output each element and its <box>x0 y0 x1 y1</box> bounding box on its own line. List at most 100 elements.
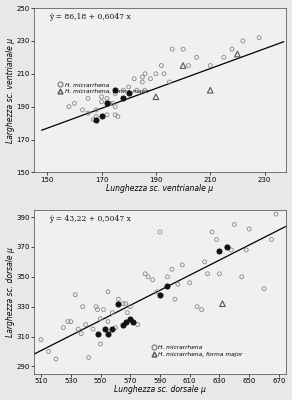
Point <box>205 271 210 277</box>
Point <box>229 247 234 253</box>
Point <box>187 280 192 286</box>
Point <box>99 98 104 105</box>
Point <box>175 281 180 288</box>
Point <box>140 74 145 80</box>
Point <box>113 112 117 118</box>
Point <box>124 300 128 307</box>
Point <box>140 79 145 85</box>
Point <box>158 292 162 298</box>
Point <box>154 70 158 77</box>
Point <box>202 259 207 265</box>
Point <box>39 336 44 343</box>
Y-axis label: Larghezza sc. dorsale μ: Larghezza sc. dorsale μ <box>6 247 15 337</box>
Point <box>113 324 118 331</box>
Point <box>131 318 135 325</box>
Point <box>53 356 58 362</box>
Point <box>173 296 177 302</box>
Point <box>116 113 120 120</box>
Point <box>106 318 110 325</box>
Point <box>150 276 155 283</box>
Y-axis label: Larghezza sc. ventrianale μ: Larghezza sc. ventrianale μ <box>6 38 15 143</box>
Point <box>128 316 133 322</box>
Point <box>165 274 170 280</box>
X-axis label: Lunghezza sc. ventrianale μ: Lunghezza sc. ventrianale μ <box>106 184 213 193</box>
Point <box>121 95 126 102</box>
X-axis label: Lunghezza sc. dorsale μ: Lunghezza sc. dorsale μ <box>114 386 206 394</box>
Point <box>76 326 81 332</box>
Point <box>79 330 84 337</box>
Point <box>94 113 98 120</box>
Point <box>217 271 222 277</box>
Point <box>143 70 147 77</box>
Point <box>67 104 71 110</box>
Point <box>128 304 133 310</box>
Point <box>194 54 199 60</box>
Point <box>98 341 103 347</box>
Point <box>232 221 237 228</box>
Point <box>165 282 170 289</box>
Point <box>241 38 245 44</box>
Point <box>257 34 262 41</box>
Point <box>83 321 88 328</box>
Point <box>94 107 98 113</box>
Point <box>105 95 109 102</box>
Point <box>72 100 77 106</box>
Point <box>116 296 121 302</box>
Point <box>217 248 222 255</box>
Point <box>146 274 150 280</box>
Point <box>110 310 115 316</box>
Point <box>225 244 229 250</box>
Point <box>121 87 126 94</box>
Point <box>86 354 91 361</box>
Legend: H. micrarrhena, H. micrarrhena, forma major: H. micrarrhena, H. micrarrhena, forma ma… <box>57 81 150 96</box>
Point <box>222 54 226 60</box>
Point <box>170 266 174 272</box>
Point <box>99 113 104 120</box>
Point <box>170 46 175 52</box>
Point <box>158 229 162 235</box>
Point <box>132 76 136 82</box>
Point <box>230 46 234 52</box>
Point <box>269 236 274 243</box>
Point <box>181 62 185 69</box>
Point <box>124 318 128 325</box>
Point <box>91 326 95 332</box>
Point <box>94 304 98 310</box>
Point <box>195 304 199 310</box>
Point <box>126 90 131 97</box>
Point <box>155 288 159 295</box>
Point <box>247 226 251 232</box>
Point <box>80 107 85 113</box>
Point <box>225 244 229 250</box>
Point <box>220 300 225 307</box>
Point <box>121 95 126 102</box>
Point <box>110 100 115 106</box>
Point <box>126 84 131 90</box>
Legend: H. micrarrhena, H. micrarrhena, forma major: H. micrarrhena, H. micrarrhena, forma ma… <box>150 344 244 358</box>
Point <box>105 100 109 106</box>
Point <box>148 76 153 82</box>
Point <box>86 110 90 116</box>
Point <box>210 229 214 235</box>
Point <box>143 87 147 94</box>
Point <box>65 318 70 325</box>
Point <box>102 326 107 332</box>
Point <box>113 104 117 110</box>
Point <box>262 286 266 292</box>
Point <box>107 100 112 106</box>
Point <box>181 46 185 52</box>
Point <box>274 211 278 217</box>
Point <box>95 306 100 313</box>
Point <box>110 326 115 332</box>
Point <box>208 87 213 94</box>
Point <box>98 316 103 322</box>
Point <box>180 262 185 268</box>
Point <box>95 330 100 337</box>
Point <box>162 70 166 77</box>
Point <box>121 300 125 307</box>
Point <box>186 62 191 69</box>
Point <box>46 348 51 355</box>
Point <box>135 87 139 94</box>
Point <box>135 321 140 328</box>
Point <box>68 318 73 325</box>
